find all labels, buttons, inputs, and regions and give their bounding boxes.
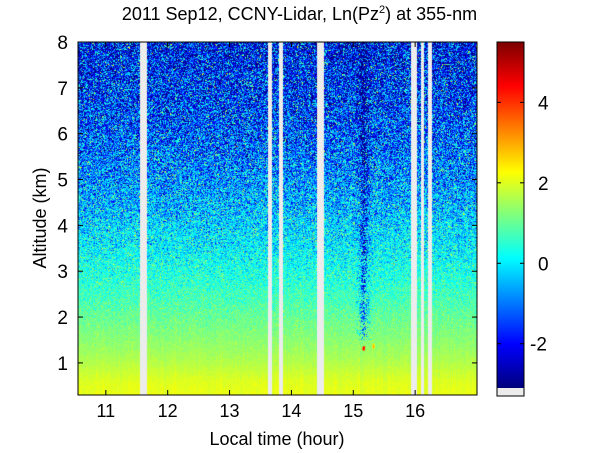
y-tick-label: 5: [57, 171, 68, 192]
y-tick-label: 8: [57, 33, 68, 54]
x-tick-label: 15: [343, 401, 363, 421]
x-tick-label: 14: [281, 401, 301, 421]
colorbar-missing-swatch: [497, 388, 524, 396]
title-suffix: ) at 355-nm: [385, 4, 478, 24]
x-axis-label: Local time (hour): [209, 429, 344, 449]
colorbar-tick-label: 0: [538, 254, 549, 275]
x-axis: 11 12 13 14 15 16: [96, 42, 425, 421]
heatmap-image: [78, 42, 477, 395]
y-axis-label: Altitude (km): [30, 167, 50, 268]
y-tick-label: 3: [57, 262, 68, 283]
x-tick-label: 11: [96, 401, 115, 421]
x-tick-label: 16: [405, 401, 425, 421]
y-tick-label: 4: [57, 216, 68, 237]
x-tick-label: 12: [158, 401, 178, 421]
y-tick-label: 7: [57, 79, 68, 100]
colorbar-gradient: [497, 42, 524, 388]
colorbar-axis: -2 0 2 4: [497, 93, 549, 356]
colorbar-frame: [496, 41, 525, 397]
colorbar-tick-label: 4: [538, 93, 549, 114]
colorbar-tick-label: 2: [538, 174, 549, 195]
y-tick-label: 2: [57, 308, 68, 329]
chart-title: 2011 Sep12, CCNY-Lidar, Ln(Pz2) at 355-n…: [0, 4, 599, 25]
title-text: 2011 Sep12, CCNY-Lidar, Ln(Pz: [121, 4, 379, 24]
plot-frame: [77, 41, 478, 396]
colorbar-tick-label: -2: [530, 335, 547, 356]
y-axis: 1 2 3 4 5 6 7 8: [57, 33, 477, 375]
y-tick-label: 6: [57, 125, 68, 146]
title-superscript: 2: [379, 4, 386, 16]
y-tick-label: 1: [57, 354, 68, 375]
x-tick-label: 13: [220, 401, 240, 421]
